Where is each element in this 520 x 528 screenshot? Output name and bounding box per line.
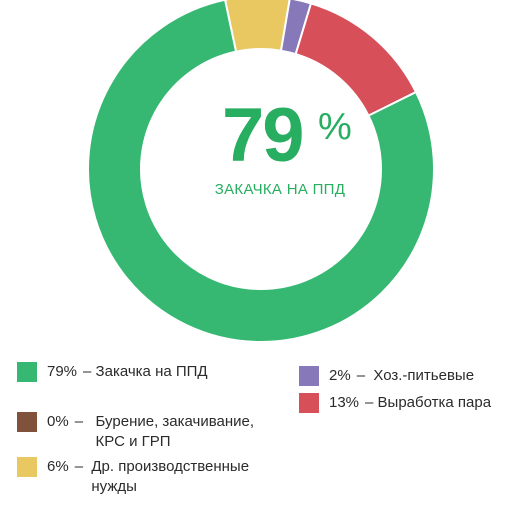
legend-percent-steam: 13% — [329, 394, 360, 411]
legend-swatch-production — [17, 457, 37, 477]
legend-percent-drilling: 0% — [47, 413, 69, 430]
legend-label-household: – Хоз.-питьевые — [356, 367, 475, 384]
legend-percent-production: 6% — [47, 458, 69, 475]
legend-percent-ppd: 79% — [47, 363, 78, 380]
slice-ppd — [87, 0, 435, 343]
legend-label-ppd: – Закачка на ППД — [83, 363, 208, 380]
legend-swatch-ppd — [17, 362, 37, 382]
legend-swatch-drilling — [17, 412, 37, 432]
legend-item-household: 2% – Хоз.-питьевые — [299, 366, 509, 386]
legend-swatch-steam — [299, 393, 319, 413]
donut-svg — [87, 0, 435, 343]
slice-steam — [294, 2, 418, 117]
legend-item-production: 6% – Др. производственные нужды — [17, 457, 287, 497]
donut-chart: 79 % ЗАКАЧКА НА ППД — [87, 0, 435, 343]
legend-label-drilling: – Бурение, закачивание, КРС и ГРП — [74, 413, 255, 450]
legend-item-ppd: 79% – Закачка на ППД — [17, 362, 277, 382]
legend-percent-household: 2% — [329, 367, 351, 384]
legend-label-production: – Др. производственные нужды — [74, 458, 250, 495]
legend-swatch-household — [299, 366, 319, 386]
legend-item-steam: 13% – Выработка пара — [299, 393, 514, 413]
legend-item-drilling: 0% – Бурение, закачивание, КРС и ГРП — [17, 412, 287, 452]
legend-label-steam: – Выработка пара — [365, 394, 492, 411]
